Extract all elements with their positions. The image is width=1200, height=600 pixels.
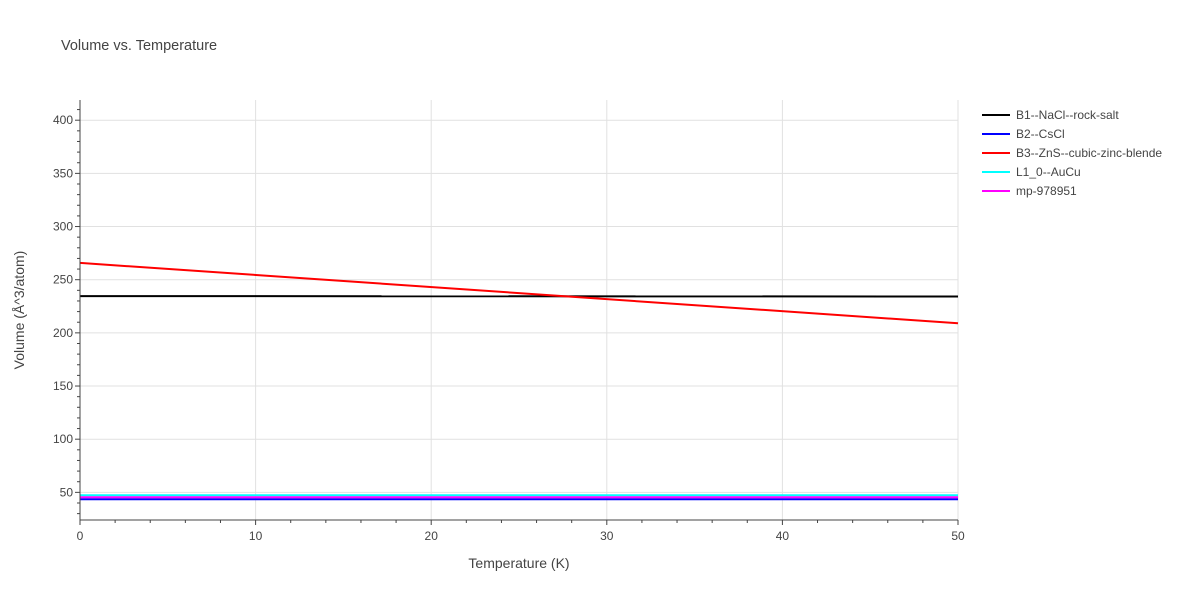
- axes: 0 10 20 30 40 50 50 100 150 200 250 300 350 400: [53, 100, 965, 543]
- legend[interactable]: B1--NaCl--rock-salt B2--CsCl B3--ZnS--cubi…: [982, 108, 1162, 198]
- y-tick-label: 250: [53, 273, 73, 287]
- legend-label[interactable]: L1_0--AuCu: [1016, 165, 1081, 179]
- x-tick-label: 0: [77, 529, 84, 543]
- y-tick-label: 50: [60, 485, 74, 499]
- series-line: [79, 261, 959, 325]
- x-tick-label: 40: [776, 529, 790, 543]
- y-tick-label: 100: [53, 432, 73, 446]
- x-tick-label: 30: [600, 529, 614, 543]
- legend-label[interactable]: B2--CsCl: [1016, 127, 1065, 141]
- legend-label[interactable]: B1--NaCl--rock-salt: [1016, 108, 1119, 122]
- legend-label[interactable]: mp-978951: [1016, 184, 1077, 198]
- y-tick-label: 400: [53, 113, 73, 127]
- grid: [80, 100, 959, 520]
- y-tick-label: 350: [53, 166, 73, 180]
- x-axis-label: Temperature (K): [468, 555, 569, 571]
- legend-label[interactable]: B3--ZnS--cubic-zinc-blende: [1016, 146, 1162, 160]
- plot-area: [79, 261, 959, 501]
- x-tick-label: 50: [951, 529, 965, 543]
- y-tick-label: 150: [53, 379, 73, 393]
- y-tick-label: 300: [53, 220, 73, 234]
- chart-title: Volume vs. Temperature: [61, 38, 217, 54]
- x-tick-label: 10: [249, 529, 263, 543]
- x-tick-label: 20: [425, 529, 439, 543]
- y-axis-label: Volume (Å^3/atom): [11, 251, 27, 370]
- y-tick-label: 200: [53, 326, 73, 340]
